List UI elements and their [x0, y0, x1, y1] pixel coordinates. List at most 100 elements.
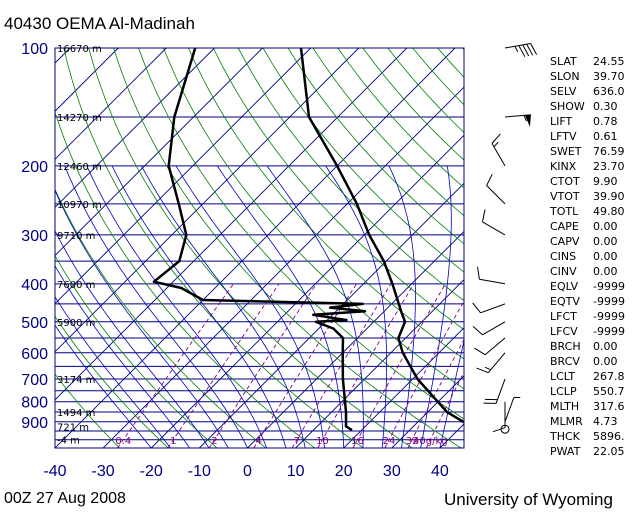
- temperature-tick-label: -20: [140, 463, 163, 480]
- index-value: 0.00: [593, 340, 618, 353]
- moist-adiabat: [55, 189, 229, 448]
- index-name: LCLP: [550, 385, 577, 398]
- mixing-ratio-line: [291, 283, 392, 448]
- moist-adiabat: [55, 295, 171, 448]
- wind-barb: [500, 424, 510, 434]
- isotherm-line: [0, 48, 22, 448]
- wind-barb: [472, 302, 506, 314]
- mixing-ratio-label: 2: [211, 436, 217, 447]
- pressure-tick-label: 100: [21, 41, 48, 58]
- index-row: CAPV 0.00: [548, 235, 640, 250]
- dry-adiabat: [88, 48, 413, 448]
- index-name: LFCT: [550, 310, 577, 323]
- index-name: CAPV: [550, 235, 580, 248]
- index-name: SWET: [550, 145, 582, 158]
- mixing-ratio-line: [208, 283, 317, 448]
- temperature-tick-label: 10: [287, 463, 305, 480]
- height-label: 10970 m: [57, 200, 102, 211]
- temperature-tick-label: -40: [43, 463, 66, 480]
- dry-adiabat: [138, 48, 464, 420]
- index-value: 9.90: [593, 175, 618, 188]
- isotherm-line: [55, 48, 167, 160]
- dry-adiabat: [63, 48, 364, 448]
- index-row: CINV 0.00: [548, 265, 640, 280]
- dry-adiabat: [55, 188, 267, 448]
- temperature-tick-label: -10: [188, 463, 211, 480]
- index-row: LFCV -9999: [548, 325, 640, 340]
- mixing-ratio-line: [253, 283, 357, 448]
- isotherm-line: [55, 48, 263, 257]
- dry-adiabat: [287, 48, 464, 245]
- index-row: VTOT 39.90: [548, 190, 640, 205]
- index-row: MLTH 317.6: [548, 400, 640, 415]
- wind-barb: [486, 173, 506, 205]
- pressure-tick-label: 200: [21, 159, 48, 176]
- chart-title: 40430 OEMA Al-Madinah: [4, 14, 195, 33]
- index-name: CINV: [550, 265, 577, 278]
- pressure-tick-label: 500: [21, 315, 48, 332]
- index-value: -9999: [593, 295, 625, 308]
- dry-adiabat: [55, 373, 120, 448]
- index-row: BRCH 0.00: [548, 340, 640, 355]
- temperature-tick-label: 0: [243, 463, 252, 480]
- isotherm-line: [150, 134, 464, 448]
- grid-lines: [0, 48, 464, 448]
- index-value: 5896.: [593, 430, 625, 443]
- mixing-ratio-line: [117, 283, 234, 448]
- isotherm-line: [55, 48, 311, 305]
- moist-adiabat: [439, 338, 464, 448]
- wind-barb: [472, 321, 506, 336]
- index-name: MLMR: [550, 415, 583, 428]
- height-label: 14270 m: [57, 113, 102, 124]
- index-value: 0.61: [593, 130, 618, 143]
- moist-adiabat: [388, 165, 416, 448]
- wind-barb: [481, 209, 506, 236]
- index-value: 76.59: [593, 145, 625, 158]
- height-label: 16670 m: [57, 44, 102, 55]
- index-value: 317.6: [593, 400, 625, 413]
- index-row: PWAT 22.05: [548, 445, 640, 460]
- height-label: 721 m: [57, 422, 89, 433]
- index-row: SLON 39.70: [548, 70, 640, 85]
- index-value: 4.73: [593, 415, 618, 428]
- moist-adiabat: [266, 165, 364, 448]
- mixing-ratio-label: 7: [294, 436, 300, 447]
- mixing-ratio-label: 16: [351, 436, 364, 447]
- index-name: CINS: [550, 250, 577, 263]
- dry-adiabat: [55, 254, 218, 448]
- index-name: KINX: [550, 160, 577, 173]
- temperature-tick-label: -30: [92, 463, 115, 480]
- source-credit: University of Wyoming: [444, 490, 613, 509]
- moist-adiabat: [420, 165, 452, 448]
- pressure-tick-label: 700: [21, 372, 48, 389]
- isotherm-line: [247, 230, 464, 448]
- dry-adiabat: [212, 48, 464, 331]
- index-value: 22.05: [593, 445, 625, 458]
- index-row: SWET 76.59: [548, 145, 640, 160]
- index-name: SLAT: [550, 55, 577, 68]
- index-value: 550.7: [593, 385, 625, 398]
- isotherm-line: [55, 48, 408, 401]
- index-row: TOTL 49.80: [548, 205, 640, 220]
- index-value: 0.00: [593, 220, 618, 233]
- mixing-ratio-label: 4: [256, 436, 262, 447]
- moist-adiabat: [64, 165, 248, 448]
- index-row: LCLP 550.7: [548, 385, 640, 400]
- index-name: SHOW: [550, 100, 585, 113]
- mixing-ratio-label: 40g/kg: [413, 436, 448, 447]
- height-label: 5900 m: [57, 318, 95, 329]
- index-value: 0.00: [593, 250, 618, 263]
- height-label: -4 m: [57, 436, 80, 447]
- mixing-ratio-line: [384, 300, 464, 448]
- wind-barb: [504, 42, 538, 57]
- index-name: PWAT: [550, 445, 581, 458]
- index-name: LFTV: [550, 130, 577, 143]
- index-value: 0.78: [593, 115, 618, 128]
- index-row: LIFT 0.78: [548, 115, 640, 130]
- index-value: 49.80: [593, 205, 625, 218]
- index-value: 39.70: [593, 70, 625, 83]
- isotherm-line: [55, 48, 119, 112]
- index-name: BRCV: [550, 355, 580, 368]
- index-value: -9999: [593, 280, 625, 293]
- index-row: LFCT -9999: [548, 310, 640, 325]
